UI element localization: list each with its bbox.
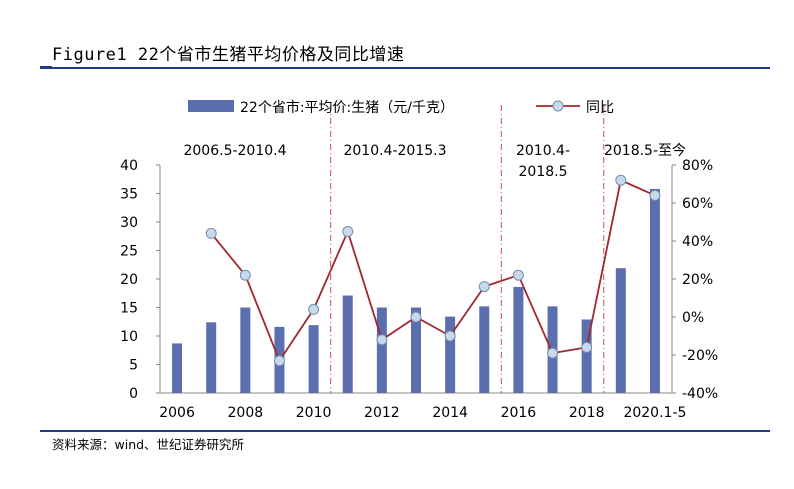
yoy-point	[308, 303, 320, 315]
period-label: 2006.5-2010.4	[183, 143, 286, 159]
y-right-tick-label: 20%	[682, 272, 713, 288]
bar	[172, 343, 183, 393]
bar	[445, 316, 456, 393]
legend-bar-swatch	[188, 100, 234, 112]
bar	[479, 306, 490, 393]
y-left-tick-label: 30	[120, 215, 138, 231]
y-left-tick-label: 35	[120, 187, 138, 203]
y-left-tick-label: 5	[129, 358, 138, 374]
y-right-tick-label: 60%	[682, 196, 713, 212]
y-right-tick-label: 80%	[682, 158, 713, 174]
bar	[411, 307, 421, 393]
yoy-point	[512, 269, 524, 281]
source-note: 资料来源：wind、世纪证券研究所	[52, 437, 245, 452]
chart-title: Figure1 22个省市生猪平均价格及同比增速	[52, 45, 405, 65]
bar	[615, 268, 626, 393]
yoy-point	[410, 311, 422, 323]
y-right-tick-label: -20%	[682, 348, 718, 364]
x-tick-label: 2008	[228, 405, 264, 421]
legend-line-label: 同比	[586, 100, 614, 116]
x-tick-label: 2020.1-5	[623, 405, 686, 421]
source-rule	[40, 430, 770, 432]
bar	[308, 325, 319, 393]
x-tick-label: 2010	[296, 405, 332, 421]
period-label: 2018.5-至今	[604, 143, 686, 159]
y-left-tick-label: 25	[120, 244, 138, 260]
bar	[513, 286, 524, 393]
legend-line-marker	[552, 100, 564, 112]
title-rule	[40, 67, 770, 69]
yoy-point	[615, 174, 627, 186]
bar	[240, 307, 251, 393]
x-tick-label: 2006	[159, 405, 195, 421]
yoy-point	[581, 341, 593, 353]
bar	[581, 319, 592, 393]
yoy-point	[649, 189, 661, 201]
bar	[649, 188, 660, 393]
yoy-point	[444, 330, 456, 342]
chart: 0510152025303540-40%-20%0%20%40%60%80%20…	[120, 99, 718, 421]
bar	[206, 322, 217, 393]
y-left-tick-label: 20	[120, 272, 138, 288]
yoy-point	[376, 334, 388, 346]
bar	[376, 307, 387, 393]
yoy-line	[210, 178, 656, 363]
x-tick-label: 2012	[364, 405, 400, 421]
y-right-tick-label: 40%	[682, 234, 713, 250]
yoy-point	[239, 269, 251, 281]
y-left-tick-label: 0	[129, 386, 138, 402]
x-tick-label: 2014	[432, 405, 468, 421]
yoy-point	[273, 355, 285, 367]
period-label: 2010.4-2015.3	[343, 143, 446, 159]
x-tick-label: 2018	[569, 405, 605, 421]
y-right-tick-label: 0%	[682, 310, 704, 326]
x-tick-label: 2016	[501, 405, 537, 421]
bar	[342, 295, 353, 393]
yoy-point	[342, 226, 354, 237]
legend-bar-label: 22个省市:平均价:生猪（元/千克）	[240, 99, 454, 116]
yoy-point	[205, 227, 217, 239]
y-left-tick-label: 10	[120, 329, 138, 345]
period-label: 2010.4-2018.5	[516, 143, 570, 180]
yoy-point	[478, 281, 490, 293]
y-left-tick-label: 15	[120, 301, 138, 317]
y-left-tick-label: 40	[120, 158, 138, 174]
yoy-point	[547, 347, 559, 359]
y-right-tick-label: -40%	[682, 386, 718, 402]
